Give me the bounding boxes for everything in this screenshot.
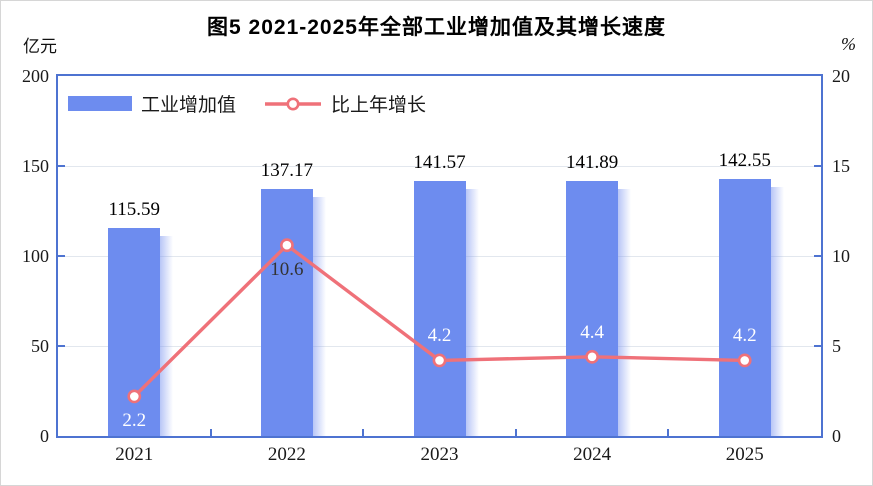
x-axis-category-label: 2022 (267, 444, 306, 465)
left-axis-tick-label: 100 (22, 246, 49, 266)
chart-title: 图5 2021-2025年全部工业增加值及其增长速度 (207, 16, 666, 39)
left-axis-tick-label: 0 (40, 426, 49, 446)
growth-point-label: 4.2 (427, 325, 452, 347)
x-axis-category-label: 2021 (115, 444, 154, 465)
right-axis-tick-label: 5 (832, 336, 841, 356)
gridline (58, 165, 821, 167)
legend-label-bar-series: 工业增加值 (141, 95, 237, 116)
bar (566, 180, 632, 437)
left-axis-tick (58, 255, 65, 257)
x-axis-tick (209, 429, 212, 436)
x-axis-tick (667, 429, 670, 436)
bar-value-label: 137.17 (260, 160, 314, 182)
growth-point-label: 4.2 (732, 325, 757, 347)
bar-series-swatch-icon (68, 96, 132, 111)
right-axis-unit-label: % (841, 34, 856, 54)
right-axis-tick (814, 345, 821, 347)
line-series-marker-icon (265, 97, 322, 110)
right-axis-tick (814, 255, 821, 257)
x-axis-tick (362, 429, 365, 436)
chart-legend: 工业增加值 比上年增长 (68, 90, 426, 117)
bar-value-label: 141.89 (565, 151, 619, 173)
left-axis-tick-label: 200 (22, 66, 49, 86)
bar-value-label: 141.57 (413, 152, 466, 174)
bar-value-label: 142.55 (718, 150, 771, 172)
bar-value-label: 115.59 (108, 198, 161, 220)
bar (260, 189, 326, 436)
right-axis-tick-label: 15 (832, 156, 850, 176)
x-axis-category-label: 2025 (725, 444, 764, 465)
legend-label-line-series: 比上年增长 (331, 95, 427, 116)
left-axis-tick-label: 50 (31, 336, 49, 356)
growth-point-label: 4.4 (580, 321, 604, 343)
right-axis-tick-label: 0 (832, 426, 841, 446)
left-axis-unit-label: 亿元 (23, 37, 57, 56)
x-axis-category-label: 2023 (420, 444, 459, 465)
left-axis-tick-label: 150 (22, 156, 49, 176)
bar (413, 181, 479, 436)
bar (108, 227, 174, 437)
x-axis-category-label: 2024 (573, 444, 612, 465)
bar (718, 179, 784, 436)
growth-point-label: 10.6 (270, 259, 304, 281)
x-axis-tick (514, 429, 517, 436)
left-axis-tick (58, 165, 65, 167)
plot-area: 工业增加值 比上年增长 115.59 137.17 141.57 141.89 142.… (56, 74, 823, 438)
right-axis-tick (814, 165, 821, 167)
left-axis-tick (58, 345, 65, 347)
right-axis-tick-label: 10 (832, 246, 850, 266)
growth-point-label: 2.2 (122, 410, 147, 432)
right-axis-tick-label: 20 (832, 66, 850, 86)
